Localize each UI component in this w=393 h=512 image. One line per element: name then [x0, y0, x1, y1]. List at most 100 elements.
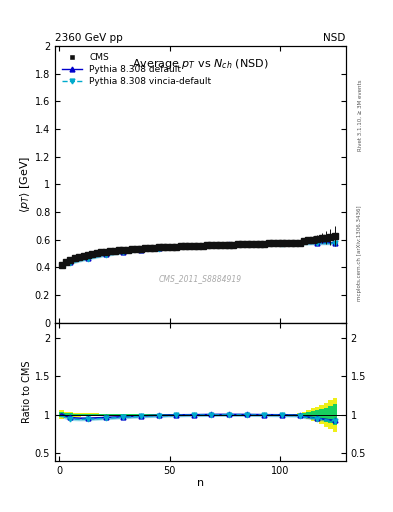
Bar: [103, 414, 108, 415]
Bar: [103, 414, 108, 416]
Bar: [315, 410, 320, 419]
Text: 2360 GeV pp: 2360 GeV pp: [55, 33, 123, 43]
Bar: [86, 414, 90, 416]
Text: NSD: NSD: [323, 33, 346, 43]
Bar: [139, 414, 143, 415]
Bar: [125, 414, 130, 416]
Bar: [244, 414, 249, 415]
Bar: [324, 403, 328, 426]
Bar: [73, 413, 77, 417]
Bar: [214, 414, 218, 416]
Bar: [130, 414, 134, 415]
Bar: [77, 413, 81, 417]
Bar: [214, 414, 218, 415]
Bar: [90, 414, 95, 416]
Bar: [249, 414, 253, 416]
Bar: [284, 414, 288, 415]
Bar: [205, 414, 209, 416]
Bar: [121, 414, 125, 416]
Bar: [302, 413, 306, 417]
Bar: [306, 412, 310, 417]
Bar: [253, 414, 258, 415]
Bar: [315, 407, 320, 422]
Bar: [271, 414, 275, 415]
Bar: [275, 414, 280, 416]
Bar: [68, 412, 73, 417]
Bar: [209, 414, 214, 416]
Bar: [196, 414, 200, 415]
Bar: [99, 414, 103, 416]
Text: Rivet 3.1.10, ≥ 3M events: Rivet 3.1.10, ≥ 3M events: [358, 79, 362, 151]
Bar: [117, 414, 121, 416]
Bar: [258, 414, 262, 416]
Bar: [200, 414, 205, 416]
Bar: [310, 411, 315, 419]
Bar: [227, 414, 231, 415]
Bar: [275, 414, 280, 415]
Bar: [196, 414, 200, 416]
Bar: [125, 414, 130, 415]
Bar: [143, 414, 147, 416]
Y-axis label: Ratio to CMS: Ratio to CMS: [22, 360, 32, 423]
Text: mcplots.cern.ch [arXiv:1306.3436]: mcplots.cern.ch [arXiv:1306.3436]: [358, 206, 362, 301]
Bar: [222, 414, 227, 415]
Bar: [134, 414, 139, 415]
Bar: [174, 414, 178, 416]
Bar: [284, 414, 288, 416]
Bar: [218, 414, 222, 415]
Legend: CMS, Pythia 8.308 default, Pythia 8.308 vincia-default: CMS, Pythia 8.308 default, Pythia 8.308 …: [59, 51, 214, 89]
Bar: [165, 414, 170, 416]
Bar: [266, 414, 271, 416]
Bar: [205, 414, 209, 415]
Bar: [134, 414, 139, 416]
Bar: [143, 414, 147, 415]
Bar: [231, 414, 236, 416]
Bar: [310, 409, 315, 421]
Bar: [187, 414, 192, 416]
Bar: [152, 414, 156, 415]
Bar: [112, 414, 117, 415]
Y-axis label: $\langle p_T\rangle$ [GeV]: $\langle p_T\rangle$ [GeV]: [18, 156, 32, 213]
Bar: [64, 412, 68, 418]
Bar: [192, 414, 196, 415]
Bar: [240, 414, 244, 416]
Bar: [328, 406, 332, 423]
Bar: [156, 414, 161, 416]
Bar: [170, 414, 174, 415]
Bar: [81, 413, 86, 416]
Bar: [152, 414, 156, 416]
Bar: [324, 408, 328, 422]
Bar: [161, 414, 165, 416]
Bar: [332, 404, 337, 425]
Bar: [236, 414, 240, 416]
Bar: [320, 405, 324, 424]
Text: Average $p_T$ vs $N_{ch}$ (NSD): Average $p_T$ vs $N_{ch}$ (NSD): [132, 57, 269, 71]
Bar: [112, 414, 117, 416]
Bar: [81, 414, 86, 416]
Bar: [108, 414, 112, 416]
Bar: [165, 414, 170, 415]
Bar: [64, 413, 68, 417]
Bar: [147, 414, 152, 416]
Bar: [236, 414, 240, 415]
Bar: [183, 414, 187, 416]
Bar: [108, 414, 112, 415]
Bar: [262, 414, 266, 416]
Bar: [139, 414, 143, 416]
Bar: [121, 414, 125, 415]
Bar: [302, 412, 306, 418]
Bar: [68, 413, 73, 416]
Bar: [240, 414, 244, 415]
Bar: [187, 414, 192, 415]
Bar: [293, 414, 298, 415]
Bar: [258, 414, 262, 415]
Bar: [280, 414, 284, 416]
Bar: [174, 414, 178, 415]
Text: CMS_2011_S8884919: CMS_2011_S8884919: [159, 274, 242, 283]
Bar: [227, 414, 231, 416]
Bar: [244, 414, 249, 416]
Bar: [95, 414, 99, 416]
Bar: [178, 414, 183, 415]
Bar: [183, 414, 187, 415]
Bar: [117, 414, 121, 415]
